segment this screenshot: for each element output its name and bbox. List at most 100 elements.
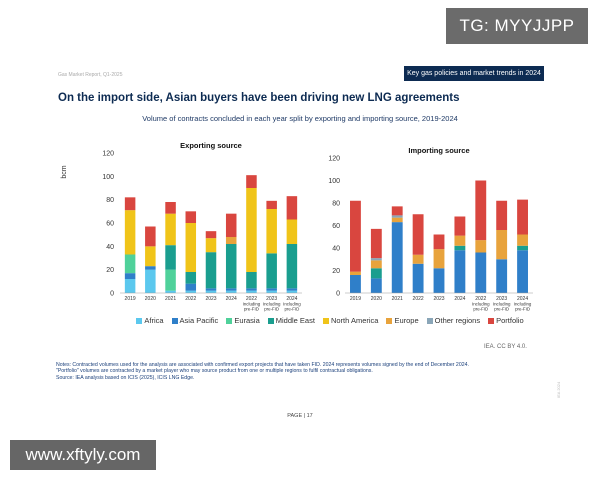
- x-tick-note: Including: [263, 302, 281, 307]
- bar-segment-portfolio: [517, 199, 528, 235]
- bar-segment-asia-pacific: [475, 252, 487, 293]
- section-badge: Key gas policies and market trends in 20…: [404, 66, 544, 81]
- x-tick-note: Including: [472, 302, 490, 307]
- legend-swatch: [386, 317, 393, 324]
- bar-segment-middle-east: [185, 272, 197, 284]
- bar-segment-portfolio: [496, 200, 508, 230]
- watermark-bottom: www.xftyly.com: [10, 440, 156, 470]
- bar-segment-north-america: [266, 209, 277, 254]
- bar-segment-asia-pacific: [205, 288, 217, 291]
- bar-segment-portfolio: [246, 175, 257, 188]
- chart-subtitle: Volume of contracts concluded in each ye…: [142, 114, 458, 123]
- chart-legend: Africa Asia Pacific Eurasia Middle East Nort…: [120, 316, 540, 325]
- bar-segment-portfolio: [145, 226, 156, 247]
- legend-label: North America: [330, 316, 379, 325]
- x-tick-note: pre-FID: [264, 307, 279, 312]
- legend-swatch: [267, 317, 274, 324]
- bar-segment-europe: [475, 240, 487, 253]
- bar-segment-asia-pacific: [266, 288, 277, 291]
- x-tick-note: pre-FID: [473, 307, 488, 312]
- legend-item: Africa: [136, 316, 164, 325]
- legend-swatch: [171, 317, 178, 324]
- x-tick-label: 2023: [205, 296, 216, 302]
- bar-segment-portfolio: [165, 202, 176, 214]
- x-tick-label: 2024: [454, 296, 465, 302]
- bar-segment-north-america: [165, 213, 176, 246]
- legend-item: Portfolio: [488, 316, 524, 325]
- bar-segment-portfolio: [266, 200, 277, 209]
- y-tick-label: 120: [102, 151, 114, 158]
- bar-segment-portfolio: [124, 197, 136, 211]
- bar-segment-asia-pacific: [517, 250, 528, 293]
- bar-segment-middle-east: [286, 244, 298, 289]
- bar-segment-north-america: [124, 210, 136, 255]
- legend-swatch: [488, 317, 495, 324]
- legend-item: Other regions: [426, 316, 481, 325]
- x-tick-note: Including: [243, 302, 261, 307]
- bar-segment-portfolio: [433, 234, 445, 250]
- legend-item: Middle East: [267, 316, 315, 325]
- note-line: "Portfolio" volumes are contracted by a …: [56, 368, 373, 375]
- x-tick-note: Including: [493, 302, 511, 307]
- x-tick-label: 2023: [433, 296, 444, 302]
- bar-segment-asia-pacific: [286, 288, 298, 291]
- x-tick-label: 2022: [246, 296, 257, 302]
- bar-segment-north-america: [205, 238, 217, 253]
- bar-segment-europe: [412, 254, 424, 264]
- x-tick-label: 2024: [286, 296, 297, 302]
- x-tick-label: 2023: [266, 296, 277, 302]
- bar-segment-middle-east: [370, 268, 382, 279]
- x-tick-note: pre-FID: [284, 307, 299, 312]
- bar-segment-europe: [391, 217, 403, 223]
- x-tick-label: 2024: [226, 296, 237, 302]
- note-line: Source: IEA analysis based on ICIS (2025…: [56, 374, 195, 381]
- bar-segment-asia-pacific: [454, 250, 466, 293]
- bar-segment-europe: [433, 249, 445, 269]
- bar-segment-other-regions: [370, 258, 382, 261]
- bar-segment-portfolio: [370, 228, 382, 259]
- legend-item: Europe: [386, 316, 419, 325]
- bar-segment-asia-pacific: [124, 273, 136, 279]
- legend-label: Africa: [144, 316, 164, 325]
- bar-segment-africa: [286, 290, 298, 293]
- x-tick-label: 2021: [392, 296, 403, 302]
- legend-label: Eurasia: [234, 316, 260, 325]
- legend-item: Asia Pacific: [171, 316, 219, 325]
- legend-label: Other regions: [434, 316, 481, 325]
- bar-segment-north-america: [185, 223, 197, 272]
- page-title: On the import side, Asian buyers have be…: [58, 92, 460, 104]
- bar-segment-middle-east: [454, 245, 466, 251]
- bar-segment-asia-pacific: [185, 283, 197, 291]
- bar-segment-north-america: [246, 188, 257, 272]
- bar-segment-middle-east: [205, 252, 217, 289]
- x-tick-label: 2024: [517, 296, 528, 302]
- bar-segment-asia-pacific: [496, 259, 508, 293]
- y-axis-label: bcm: [61, 165, 68, 178]
- bar-segment-middle-east: [246, 272, 257, 289]
- y-tick-label: 80: [332, 201, 340, 208]
- y-tick-label: 0: [336, 291, 340, 298]
- bar-segment-europe: [454, 235, 466, 246]
- bar-segment-africa: [185, 290, 197, 293]
- bar-segment-europe: [225, 237, 237, 244]
- bar-segment-asia-pacific: [145, 266, 156, 270]
- bar-segment-europe: [350, 271, 361, 275]
- bar-segment-africa: [205, 290, 217, 293]
- x-tick-note: pre-FID: [515, 307, 530, 312]
- legend-label: Asia Pacific: [179, 316, 219, 325]
- y-tick-label: 0: [110, 291, 114, 298]
- bar-segment-other-regions: [391, 215, 403, 218]
- legend-swatch: [226, 317, 233, 324]
- bar-segment-portfolio: [225, 213, 237, 237]
- bar-segment-portfolio: [475, 180, 487, 241]
- x-tick-label: 2019: [125, 296, 136, 302]
- bar-segment-middle-east: [225, 244, 237, 289]
- legend-swatch: [322, 317, 329, 324]
- y-tick-label: 60: [332, 223, 340, 230]
- legend-item: Eurasia: [226, 316, 260, 325]
- bar-segment-asia-pacific: [391, 222, 403, 293]
- bar-segment-portfolio: [205, 231, 217, 239]
- bar-segment-africa: [225, 290, 237, 293]
- bar-segment-asia-pacific: [412, 263, 424, 293]
